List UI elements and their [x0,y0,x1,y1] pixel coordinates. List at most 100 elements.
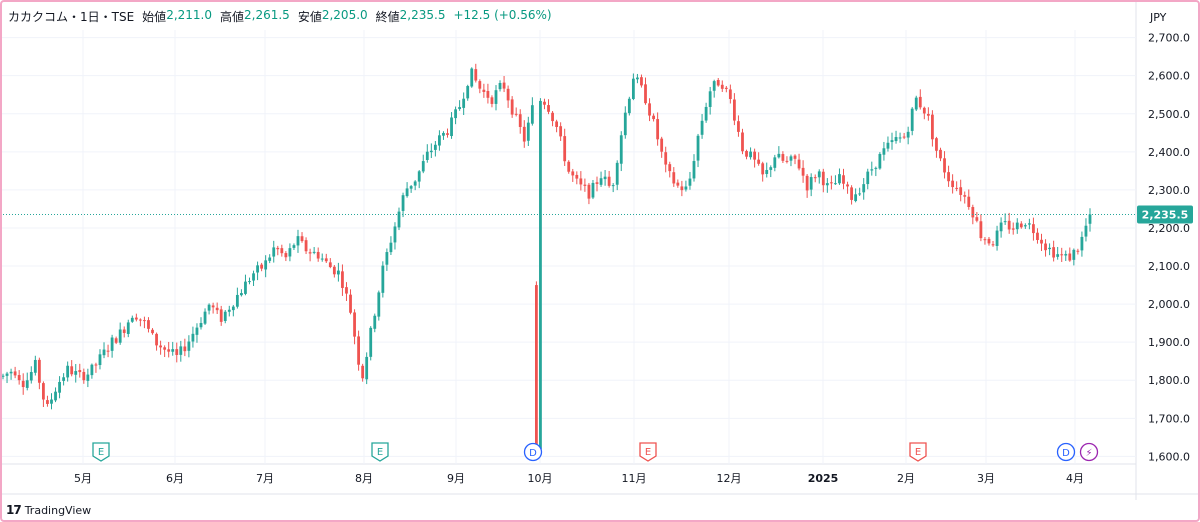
candle-body [470,68,474,87]
candle-body [688,178,692,186]
candle-body [555,121,559,127]
candle-body [381,265,385,293]
candle-body [1,375,5,377]
candle-body [248,281,251,283]
candle-body [385,252,389,265]
candle-body [935,138,938,151]
event-marker-split[interactable]: ⚡ [1079,442,1099,462]
candle-body [167,349,171,352]
candle-body [1027,223,1031,225]
event-marker-dividend[interactable]: D [1056,442,1076,462]
x-tick-label: 7月 [256,472,274,485]
candle-body [842,175,845,184]
candle-body [199,322,203,328]
candle-body [332,266,336,275]
candle-body [999,222,1003,232]
candle-body [720,84,724,89]
y-tick-label: 1,700.0 [1148,412,1190,425]
candle-body [450,117,453,137]
candle-body [155,333,158,346]
candle-body [433,144,437,150]
candle-body [486,90,490,98]
high-label: 高値 [220,10,245,24]
candle-body [680,186,684,191]
event-label: E [645,447,651,458]
candle-body [223,311,227,321]
candle-body [749,151,752,158]
event-marker-dividend[interactable]: D [523,442,543,462]
candle-body [757,159,761,164]
candle-body [547,105,550,112]
candle-body [522,126,526,142]
candle-body [268,257,272,261]
candle-body [114,338,118,343]
candle-body [971,207,975,218]
candle-body [910,108,914,131]
candle-body [308,252,312,254]
legend-header: カカクコム・1日・TSE 始値 2,211.0 高値 2,261.5 安値 2,… [8,8,552,25]
candle-body [894,137,898,142]
candle-body [959,187,963,195]
candle-body [595,182,599,184]
x-axis[interactable]: 5月 6月 7月 8月 9月 10月 11月 12月 2025 2月 3月 4月 [74,472,1084,485]
y-axis[interactable]: 1,600.0 1,700.0 1,800.0 1,900.0 2,000.0 2,100… [1148,32,1190,464]
event-marker-earnings[interactable]: E [909,442,927,462]
candle-body [312,251,316,253]
candle-body [979,221,983,239]
candle-body [854,194,858,202]
candle-body [753,151,757,160]
event-marker-earnings[interactable]: E [92,442,110,462]
y-tick-label: 2,200.0 [1148,222,1190,235]
y-tick-label: 2,500.0 [1148,108,1190,121]
candle-body [676,182,680,186]
candle-body [389,242,393,253]
candle-body [591,182,595,198]
candle-body [987,238,991,244]
x-tick-label: 10月 [528,472,553,485]
candle-body [712,81,716,91]
candle-body [534,285,538,449]
candle-body [357,336,360,365]
candle-body [728,89,732,100]
symbol-title[interactable]: カカクコム・1日・TSE [8,10,135,24]
candle-body [409,186,413,189]
candle-body [466,86,470,99]
candle-body [619,135,623,164]
candle-body [397,211,401,228]
candle-body [510,99,514,115]
y-tick-label: 1,600.0 [1148,450,1190,463]
candle-body [603,176,607,180]
candle-body [955,187,959,189]
candle-body [462,98,466,108]
candle-body [29,372,33,381]
candle-body [147,320,150,329]
candle-body [805,175,809,191]
event-marker-earnings[interactable]: E [371,442,389,462]
candle-body [130,317,134,322]
candle-body [163,347,167,350]
candle-body [579,178,583,185]
candle-body [506,88,510,101]
candle-body [559,126,563,137]
candle-body [74,371,78,375]
candle-body [1040,239,1043,244]
candle-body [482,89,486,92]
candle-body [1060,254,1064,256]
candle-body [951,180,955,188]
candle-body [829,182,833,184]
candle-body [320,258,324,260]
candle-body [838,174,841,184]
x-tick-label: 5月 [74,472,92,485]
currency-label[interactable]: JPY [1150,11,1167,24]
event-marker-earnings[interactable]: E [639,442,657,462]
candle-body [672,172,676,184]
open-label: 始値 [142,10,167,24]
candle-body [86,374,90,381]
candle-body [773,157,777,168]
candle-body [110,337,114,351]
dividend-icon [523,442,543,462]
tradingview-logo[interactable]: 17 TradingView [6,503,91,517]
candle-body [765,169,769,174]
candle-body [54,391,57,401]
